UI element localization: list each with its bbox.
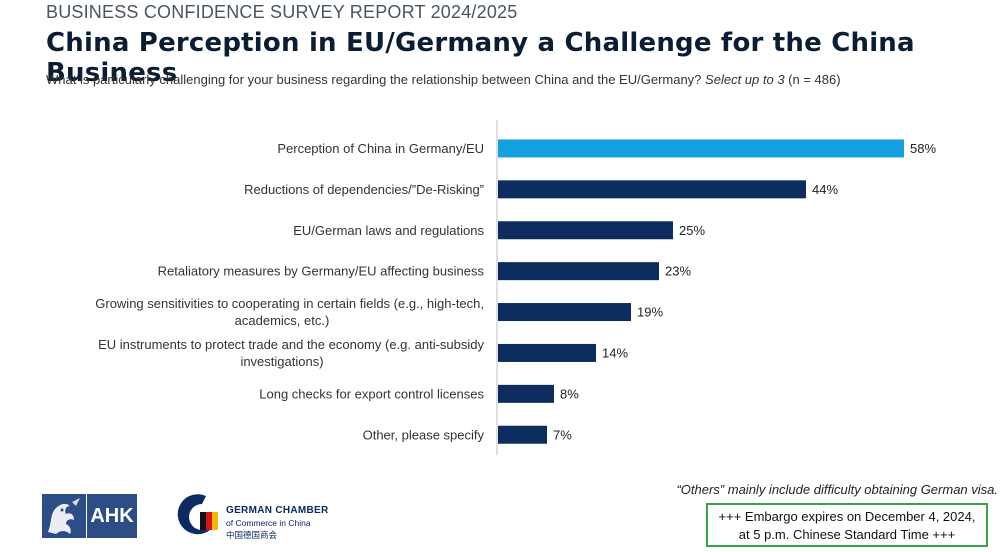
category-label: Perception of China in Germany/EU [277, 141, 484, 156]
page-title: China Perception in EU/Germany a Challen… [46, 28, 915, 88]
question-text: What is particularly challenging for you… [46, 72, 702, 87]
category-label: Long checks for export control licenses [259, 386, 484, 401]
bar [498, 384, 554, 403]
bar [498, 139, 904, 158]
dragon-icon [42, 494, 86, 538]
bar-value-label: 19% [637, 305, 663, 320]
gc-title: GERMAN CHAMBER [226, 505, 329, 516]
bar-value-label: 25% [679, 223, 705, 238]
survey-question: What is particularly challenging for you… [46, 72, 841, 87]
embargo-line-1: +++ Embargo expires on December 4, 2024, [718, 509, 976, 524]
bar [498, 221, 673, 240]
bar-chart: 58% Perception of China in Germany/EU 44% R… [95, 120, 936, 456]
category-label: Other, please specify [363, 427, 485, 442]
category-label: Reductions of dependencies/”De-Risking” [244, 182, 484, 197]
category-label: EU/German laws and regulations [293, 223, 484, 238]
german-chamber-logo: GERMAN CHAMBER of Commerce in China 中国德国… [176, 490, 336, 542]
gc-emblem-icon [177, 494, 218, 535]
footnote: “Others” mainly include difficulty obtai… [676, 482, 998, 497]
report-label: BUSINESS CONFIDENCE SURVEY REPORT 2024/2… [46, 2, 518, 22]
embargo-line-2: at 5 p.m. Chinese Standard Time +++ [738, 527, 956, 542]
gc-chinese-name: 中国德国商会 [226, 530, 278, 540]
bar-value-label: 8% [560, 386, 579, 401]
bar-value-label: 23% [665, 264, 691, 279]
bar-value-label: 7% [553, 427, 572, 442]
question-emphasis: Select up to 3 [705, 72, 785, 87]
sample-size: (n = 486) [788, 72, 841, 87]
gc-subtitle: of Commerce in China [226, 518, 311, 528]
category-label: Retaliatory measures by Germany/EU affec… [158, 264, 485, 279]
category-label: academics, etc.) [235, 313, 330, 328]
ahk-wordmark: AHK [86, 494, 137, 538]
category-label: EU instruments to protect trade and the … [98, 337, 484, 352]
bar-value-label: 44% [812, 182, 838, 197]
bar [498, 180, 806, 199]
category-label: Growing sensitivities to cooperating in … [95, 296, 484, 311]
ahk-logo: AHK [42, 494, 137, 538]
bar-value-label: 58% [910, 141, 936, 156]
bar [498, 343, 596, 362]
bar [498, 425, 547, 444]
category-label: investigations) [240, 354, 323, 369]
bar [498, 303, 631, 322]
bar-value-label: 14% [602, 345, 628, 360]
embargo-notice: +++ Embargo expires on December 4, 2024,… [706, 503, 988, 547]
bar [498, 262, 659, 281]
